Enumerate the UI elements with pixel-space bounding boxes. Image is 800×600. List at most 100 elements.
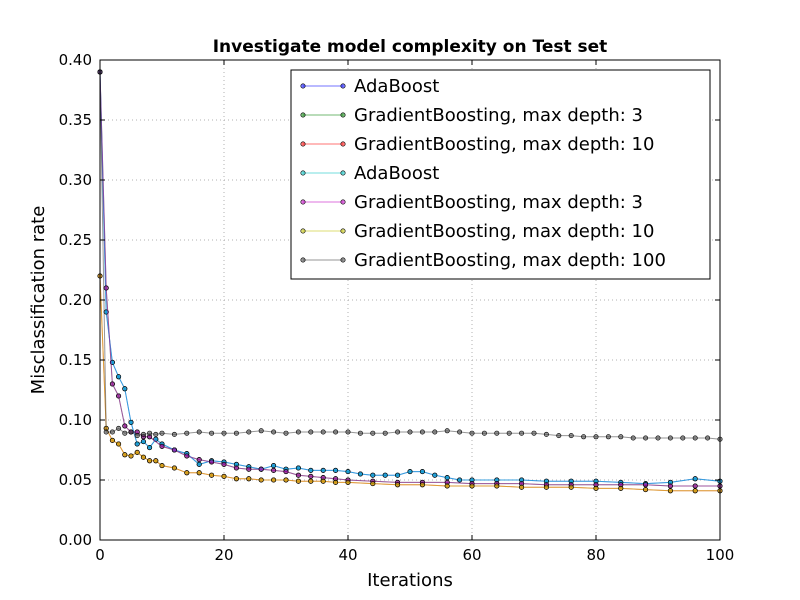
legend-marker: [340, 141, 346, 147]
data-point: [667, 435, 673, 441]
data-point: [134, 449, 140, 455]
data-point: [109, 381, 115, 387]
data-point: [705, 435, 711, 441]
data-point: [481, 430, 487, 436]
legend-marker: [340, 257, 346, 263]
data-point: [295, 429, 301, 435]
data-point: [692, 435, 698, 441]
data-point: [128, 453, 134, 459]
legend-item: GradientBoosting, max depth: 100: [300, 250, 666, 271]
data-point: [140, 431, 146, 437]
data-point: [122, 386, 128, 392]
data-point: [159, 443, 165, 449]
data-point: [308, 473, 314, 479]
data-point: [246, 476, 252, 482]
data-point: [531, 430, 537, 436]
data-point: [506, 430, 512, 436]
data-point: [233, 465, 239, 471]
data-point: [432, 472, 438, 478]
series-6: [97, 273, 723, 494]
y-tick-label: 0.30: [59, 171, 92, 189]
data-point: [140, 454, 146, 460]
data-point: [494, 430, 500, 436]
legend-marker: [300, 141, 306, 147]
data-point: [140, 439, 146, 445]
data-point: [134, 433, 140, 439]
data-point: [171, 431, 177, 437]
legend-label: GradientBoosting, max depth: 100: [354, 250, 666, 271]
data-point: [258, 477, 264, 483]
data-point: [357, 430, 363, 436]
x-tick-label: 80: [586, 546, 605, 564]
data-point: [444, 483, 450, 489]
data-point: [103, 429, 109, 435]
x-tick-label: 40: [338, 546, 357, 564]
data-point: [308, 478, 314, 484]
legend-label: GradientBoosting, max depth: 3: [354, 192, 643, 213]
data-point: [593, 434, 599, 440]
y-tick-label: 0.20: [59, 291, 92, 309]
x-tick-label: 60: [462, 546, 481, 564]
data-point: [543, 484, 549, 490]
legend-item: GradientBoosting, max depth: 3: [300, 105, 643, 126]
legend-marker: [300, 199, 306, 205]
data-point: [643, 435, 649, 441]
legend-marker: [300, 228, 306, 234]
data-point: [370, 481, 376, 487]
data-point: [209, 459, 215, 465]
data-point: [171, 447, 177, 453]
data-point: [345, 429, 351, 435]
data-point: [370, 430, 376, 436]
data-point: [630, 435, 636, 441]
data-point: [419, 429, 425, 435]
series-lines: [97, 69, 723, 494]
data-point: [457, 429, 463, 435]
data-point: [196, 429, 202, 435]
data-point: [233, 476, 239, 482]
legend-marker: [300, 83, 306, 89]
data-point: [345, 469, 351, 475]
data-point: [692, 488, 698, 494]
data-point: [655, 435, 661, 441]
data-point: [469, 430, 475, 436]
x-tick-label: 100: [706, 546, 735, 564]
data-point: [295, 478, 301, 484]
data-point: [333, 429, 339, 435]
data-point: [283, 430, 289, 436]
data-point: [109, 429, 115, 435]
data-point: [593, 485, 599, 491]
legend-label: GradientBoosting, max depth: 3: [354, 105, 643, 126]
data-point: [147, 430, 153, 436]
data-point: [643, 482, 649, 488]
data-point: [116, 441, 122, 447]
data-point: [333, 467, 339, 473]
data-point: [494, 483, 500, 489]
data-point: [122, 430, 128, 436]
data-point: [308, 467, 314, 473]
data-point: [209, 430, 215, 436]
data-point: [382, 430, 388, 436]
data-point: [432, 429, 438, 435]
data-point: [395, 429, 401, 435]
y-tick-label: 0.05: [59, 471, 92, 489]
data-point: [258, 466, 264, 472]
legend-label: AdaBoost: [354, 76, 439, 97]
data-point: [605, 434, 611, 440]
data-point: [109, 437, 115, 443]
data-point: [295, 465, 301, 471]
data-point: [196, 461, 202, 467]
legend: AdaBoost GradientBoosting, max depth: 3 Gr…: [290, 69, 711, 280]
data-point: [419, 469, 425, 475]
data-point: [444, 475, 450, 481]
x-tick-label: 0: [95, 546, 105, 564]
data-point: [122, 423, 128, 429]
series-line: [99, 71, 720, 487]
legend-marker: [340, 170, 346, 176]
data-point: [103, 285, 109, 291]
legend-label: GradientBoosting, max depth: 10: [354, 221, 654, 242]
data-point: [568, 433, 574, 439]
legend-marker: [340, 112, 346, 118]
data-point: [116, 374, 122, 380]
data-point: [469, 483, 475, 489]
